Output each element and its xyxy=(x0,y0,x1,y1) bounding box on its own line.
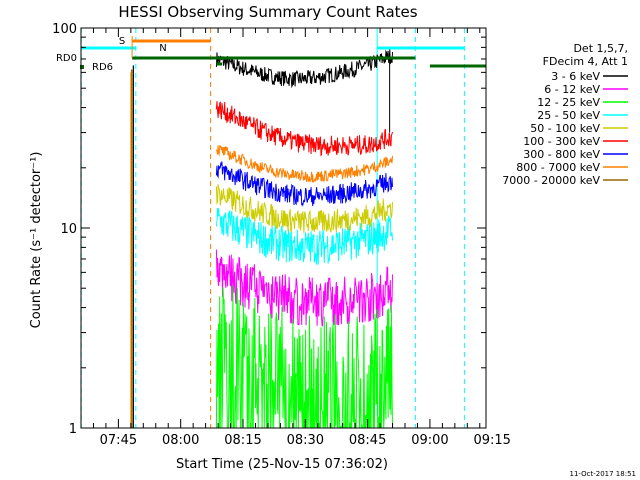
legend-label-2: 12 - 25 keV xyxy=(537,96,600,109)
series-4-trace xyxy=(215,184,393,233)
footer-timestamp: 11-Oct-2017 18:51 xyxy=(570,470,636,478)
x-tick-label: 09:15 xyxy=(473,433,510,448)
series-5-trace xyxy=(215,101,393,157)
legend-header-line-2: FDecim 4, Att 1 xyxy=(543,55,628,68)
series-layer xyxy=(130,49,393,429)
x-tick-label: 07:45 xyxy=(100,433,137,448)
x-tick-label: 08:00 xyxy=(162,433,199,448)
event-vertical-lines xyxy=(80,28,465,428)
legend-header-line-1: Det 1,5,7, xyxy=(573,42,628,55)
legend-label-3: 25 - 50 keV xyxy=(537,109,600,122)
flag-marker-rd6 xyxy=(80,65,84,69)
series-3-trace xyxy=(215,207,393,265)
flag-label-rd0: RD0 xyxy=(56,53,77,64)
x-tick-label: 08:30 xyxy=(287,433,324,448)
series-7-trace xyxy=(215,145,393,184)
x-tick-label: 08:45 xyxy=(349,433,386,448)
legend-label-7: 800 - 7000 keV xyxy=(516,161,600,174)
flag-label-rd6: RD6 xyxy=(92,62,113,73)
y-axis-label: Count Rate (s⁻¹ detector⁻¹) xyxy=(29,152,44,329)
axes-layer: 1 10 100 07:45 08:00 08:15 08:30 08:45 09:00 09:1… xyxy=(52,22,511,448)
legend-label-8: 7000 - 20000 keV xyxy=(502,174,600,187)
flag-label-n: N xyxy=(159,43,166,54)
legend-label-0: 3 - 6 keV xyxy=(551,70,600,83)
flag-label-s: S xyxy=(119,36,125,47)
x-tick-label: 09:00 xyxy=(411,433,448,448)
series-6-trace xyxy=(215,161,393,207)
legend-label-1: 6 - 12 keV xyxy=(544,83,600,96)
x-tick-label: 08:15 xyxy=(224,433,261,448)
series-0-trace xyxy=(215,49,393,89)
legend-label-6: 300 - 800 keV xyxy=(523,148,600,161)
series-1-trace xyxy=(215,249,393,327)
y-tick-label: 100 xyxy=(52,22,77,37)
x-axis-label: Start Time (25-Nov-15 07:36:02) xyxy=(176,457,388,472)
series-2-trace xyxy=(215,285,393,429)
flags-layer: S N RD0 RD6 xyxy=(56,36,486,73)
legend-label-5: 100 - 300 keV xyxy=(523,135,600,148)
chart-title: HESSI Observing Summary Count Rates xyxy=(118,3,417,21)
legend-label-4: 50 - 100 keV xyxy=(530,122,600,135)
y-tick-label: 10 xyxy=(60,222,77,237)
y-tick-label: 1 xyxy=(69,422,77,437)
